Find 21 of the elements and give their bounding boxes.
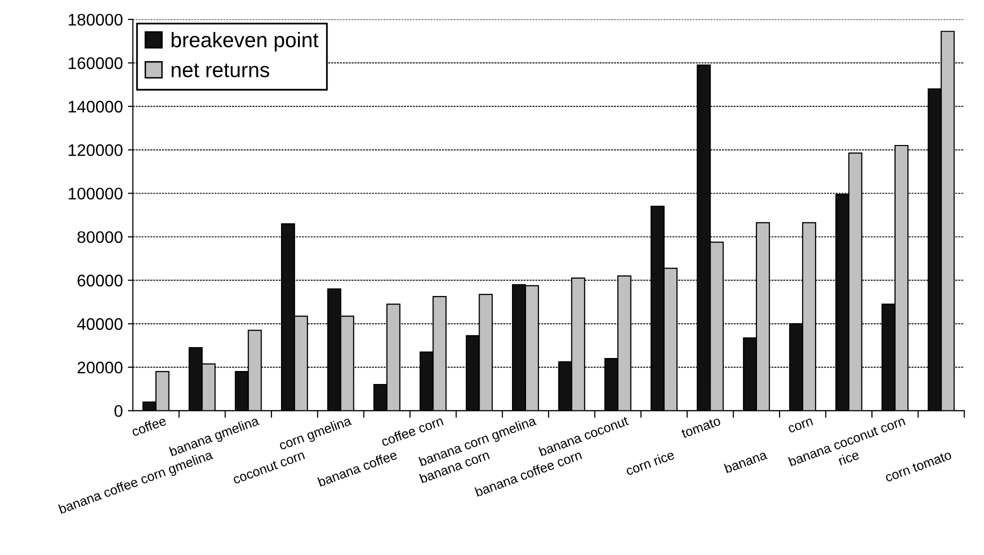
y-tick-label: 40000 <box>77 318 122 330</box>
y-tick-label: 0 <box>114 405 122 417</box>
x-tick-label: coffee corn <box>380 416 444 447</box>
y-tick-label: 80000 <box>78 231 122 244</box>
legend-label: net returns <box>172 64 270 78</box>
y-tick-label: 100000 <box>68 188 122 200</box>
x-tick-label: coffee <box>130 416 167 437</box>
x-tick-label: tomato <box>680 416 722 438</box>
legend-label: breakeven point <box>172 32 318 52</box>
x-tick-label: corn <box>788 418 814 434</box>
y-tick-label: 20000 <box>78 362 122 374</box>
x-tick-label: banana <box>724 449 768 474</box>
y-tick-label: 180000 <box>68 14 122 26</box>
y-tick-label: 140000 <box>68 100 122 113</box>
x-tick-label: banana coffee <box>317 450 398 487</box>
x-tick-label: corn tomato <box>884 450 952 482</box>
x-tick-label: rice <box>838 450 860 466</box>
y-tick-label: 160000 <box>68 57 122 70</box>
y-tick-label: 120000 <box>68 144 122 156</box>
x-tick-label: corn rice <box>625 450 675 476</box>
y-tick-label: 60000 <box>78 274 122 286</box>
